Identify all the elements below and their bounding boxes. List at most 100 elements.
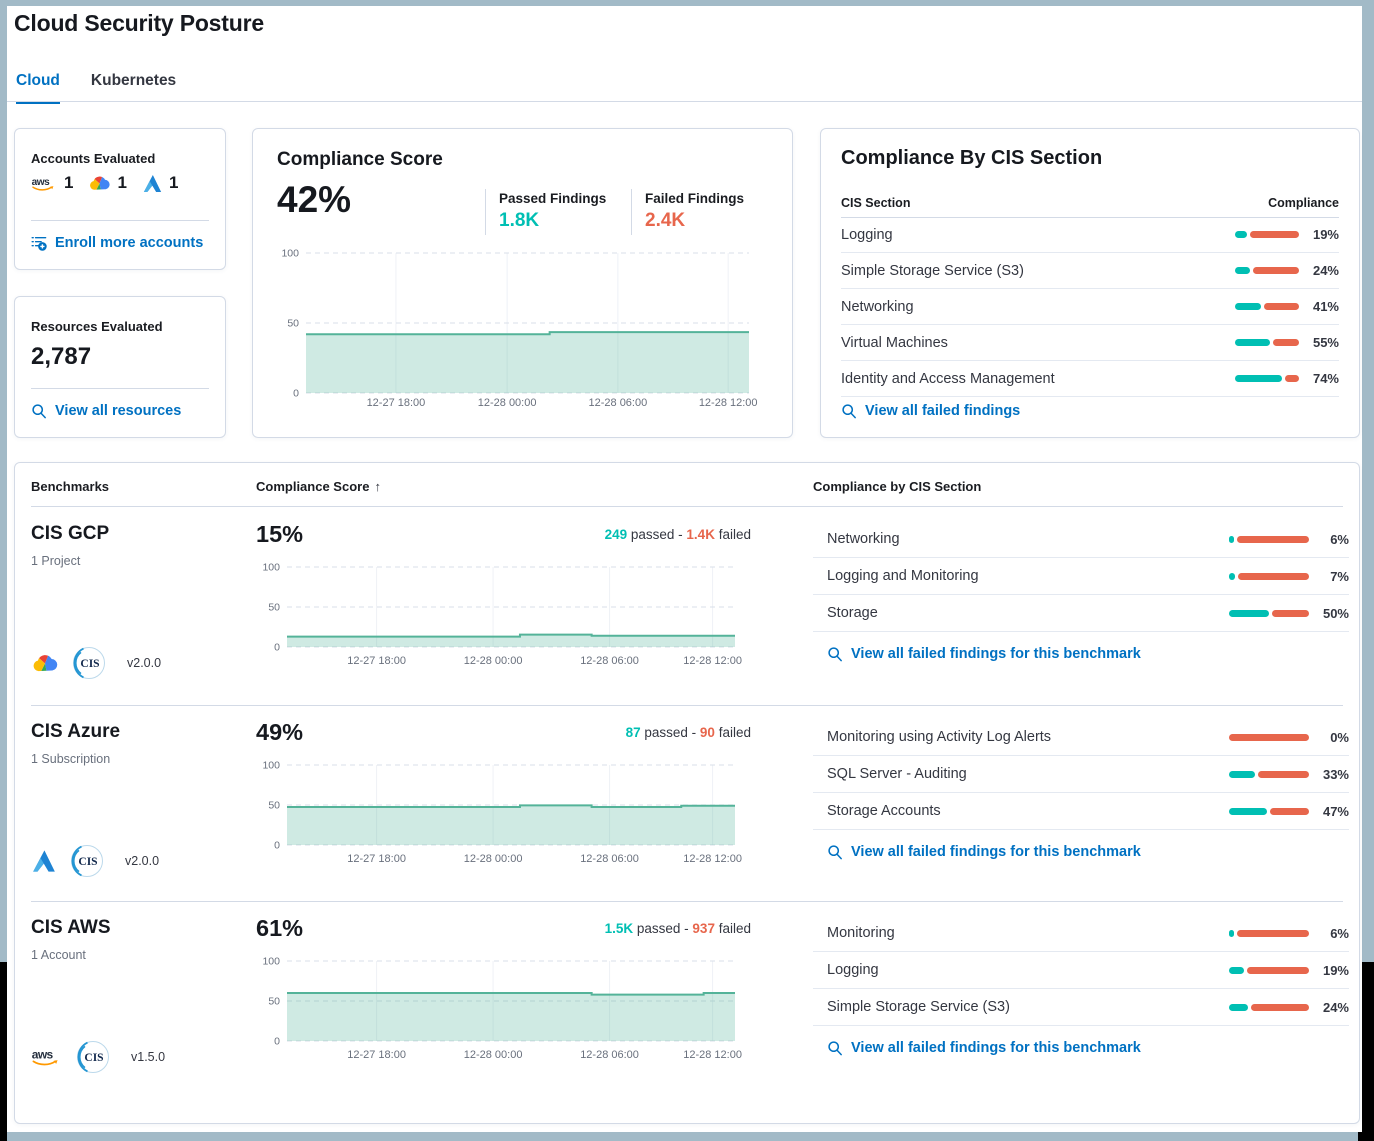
cis-section-name: Logging and Monitoring <box>827 568 979 584</box>
cis-section-name: Simple Storage Service (S3) <box>827 999 1010 1015</box>
svg-text:50: 50 <box>268 800 280 812</box>
benchmark-score: 49% <box>256 719 304 745</box>
window-frame-bottom <box>7 1132 1358 1141</box>
passed-findings-stat: Passed Findings 1.8K <box>485 189 606 235</box>
benchmark-sections: Monitoring using Activity Log Alerts 0% … <box>813 719 1349 860</box>
svg-text:50: 50 <box>268 996 280 1008</box>
svg-text:12-28 00:00: 12-28 00:00 <box>464 853 523 865</box>
gcp-count: 1 <box>117 173 127 192</box>
view-failed-findings-benchmark-link[interactable]: View all failed findings for this benchm… <box>827 1040 1349 1056</box>
resources-count: 2,787 <box>31 343 92 370</box>
cis-section-name: Storage <box>827 605 878 621</box>
compliance-score-column-header[interactable]: Compliance Score ↑ <box>256 479 381 494</box>
compliance-percent: 0% <box>1330 729 1349 745</box>
table-row: Storage Accounts 47% <box>813 793 1349 830</box>
failed-findings-stat: Failed Findings 2.4K <box>631 189 744 235</box>
compliance-bar <box>1229 929 1309 937</box>
cis-logo-icon <box>75 1039 111 1075</box>
tab-cloud[interactable]: Cloud <box>16 72 60 104</box>
passed-count[interactable]: 1.5K <box>604 921 634 936</box>
row-divider <box>31 901 1343 902</box>
svg-text:100: 100 <box>262 562 280 574</box>
svg-text:12-27 18:00: 12-27 18:00 <box>367 397 426 409</box>
table-row: Logging 19% <box>813 952 1349 989</box>
benchmarks-table-header: Benchmarks Compliance Score ↑ Compliance … <box>31 477 1343 507</box>
compliance-score-title: Compliance Score <box>277 149 443 170</box>
svg-text:100: 100 <box>262 956 280 968</box>
svg-text:100: 100 <box>281 248 299 260</box>
cis-card-title: Compliance By CIS Section <box>841 147 1103 169</box>
cis-section-column-header[interactable]: CIS Section <box>841 196 911 210</box>
gcp-icon <box>88 174 111 193</box>
tab-kubernetes[interactable]: Kubernetes <box>90 72 177 89</box>
table-row: Virtual Machines 55% <box>841 325 1339 361</box>
view-all-resources-link[interactable]: View all resources <box>31 403 181 419</box>
view-failed-findings-benchmark-link[interactable]: View all failed findings for this benchm… <box>827 646 1349 662</box>
benchmark-score: 15% <box>256 521 304 547</box>
cis-section-name: SQL Server - Auditing <box>827 766 967 782</box>
svg-text:50: 50 <box>287 318 299 330</box>
table-row: Identity and Access Management 74% <box>841 361 1339 397</box>
failed-count[interactable]: 937 <box>692 921 715 936</box>
azure-account-count: 1 <box>142 173 178 193</box>
compliance-trend-chart: 0 50 100 12-27 18:00 12-28 00:00 12-28 06:00 1… <box>277 247 757 415</box>
compliance-percent: 47% <box>1322 803 1349 819</box>
benchmark-version: v1.5.0 <box>131 1050 166 1064</box>
svg-text:100: 100 <box>262 760 280 772</box>
benchmarks-column-header[interactable]: Benchmarks <box>31 479 110 494</box>
tab-bar-divider <box>7 101 1362 102</box>
passed-findings-value[interactable]: 1.8K <box>499 210 540 231</box>
compliance-percent: 55% <box>1312 335 1339 350</box>
view-all-failed-findings-link[interactable]: View all failed findings <box>841 403 1020 419</box>
compliance-bar <box>1235 267 1299 274</box>
window-frame-left <box>0 0 7 962</box>
table-row: Storage 50% <box>813 595 1349 632</box>
table-row: Monitoring using Activity Log Alerts 0% <box>813 719 1349 756</box>
aws-count: 1 <box>64 173 74 192</box>
enroll-accounts-link[interactable]: Enroll more accounts <box>31 235 203 251</box>
compliance-percent: 50% <box>1322 605 1349 621</box>
passed-count[interactable]: 249 <box>604 527 628 542</box>
svg-text:12-28 12:00: 12-28 12:00 <box>683 1049 742 1061</box>
table-row: Networking 6% <box>813 521 1349 558</box>
table-row: Logging 19% <box>841 217 1339 253</box>
aws-account-count: 1 <box>31 173 73 193</box>
benchmark-logos: v2.0.0 <box>31 645 161 681</box>
passed-failed-summary: 249 passed - 1.4K failed <box>604 527 751 542</box>
azure-icon <box>31 849 57 873</box>
failed-count[interactable]: 90 <box>699 725 715 740</box>
svg-text:12-28 06:00: 12-28 06:00 <box>580 853 639 865</box>
compliance-column-header[interactable]: Compliance <box>1268 196 1339 210</box>
search-icon <box>841 403 857 419</box>
row-divider <box>31 705 1343 706</box>
failed-count[interactable]: 1.4K <box>686 527 715 542</box>
benchmark-row-cis-gcp: CIS GCP 1 Project v2.0.0 15% 249 passed … <box>15 507 1359 705</box>
compliance-trend-chart: 0 50 100 12-27 18:00 12-28 00:00 12-28 06:00 1… <box>259 760 742 871</box>
svg-text:12-28 12:00: 12-28 12:00 <box>683 853 742 865</box>
benchmark-version: v2.0.0 <box>127 656 162 670</box>
cis-section-name: Monitoring using Activity Log Alerts <box>827 729 1052 745</box>
compliance-percent: 33% <box>1322 766 1349 782</box>
compliance-score-value: 42% <box>277 179 352 220</box>
failed-findings-value[interactable]: 2.4K <box>645 210 686 231</box>
search-icon <box>827 844 843 860</box>
svg-text:12-27 18:00: 12-27 18:00 <box>347 853 406 865</box>
table-row: SQL Server - Auditing 33% <box>813 756 1349 793</box>
card-divider <box>31 388 209 389</box>
svg-text:0: 0 <box>274 840 280 852</box>
svg-text:12-28 12:00: 12-28 12:00 <box>699 397 758 409</box>
compliance-by-cis-section-card: Compliance By CIS Section CIS Section Co… <box>820 128 1360 438</box>
cis-section-name: Identity and Access Management <box>841 370 1055 387</box>
benchmark-scope: 1 Subscription <box>31 752 111 766</box>
window-frame-top <box>0 0 1374 6</box>
passed-failed-summary: 1.5K passed - 937 failed <box>604 921 751 936</box>
view-failed-findings-benchmark-link[interactable]: View all failed findings for this benchm… <box>827 844 1349 860</box>
compliance-bar <box>1229 966 1309 974</box>
compliance-percent: 19% <box>1312 227 1339 242</box>
cis-table-header: CIS Section Compliance <box>841 189 1339 218</box>
benchmark-name: CIS Azure <box>31 721 121 742</box>
cis-section-name: Logging <box>841 226 893 243</box>
passed-count[interactable]: 87 <box>625 725 641 740</box>
compliance-bar <box>1229 807 1309 815</box>
benchmark-row-cis-aws: CIS AWS 1 Account v1.5.0 61% 1.5K passed… <box>15 901 1359 1125</box>
